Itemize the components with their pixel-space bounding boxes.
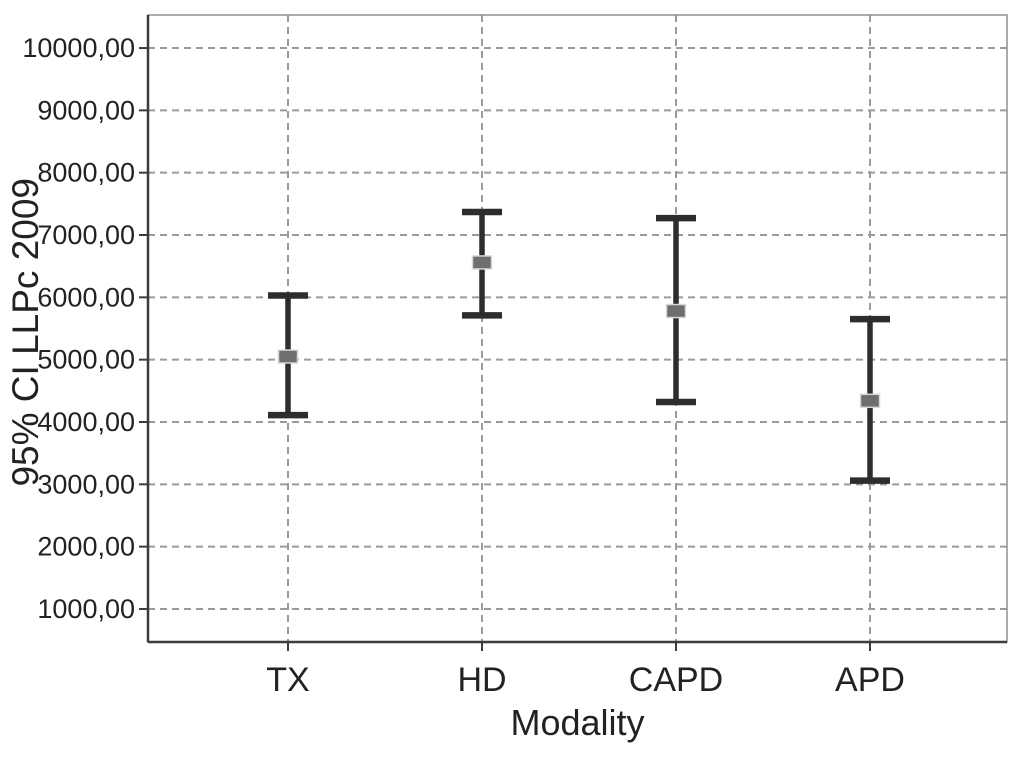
y-tick-label: 6000,00 [37,282,135,312]
y-tick-label: 9000,00 [37,95,135,125]
y-tick-label: 7000,00 [37,220,135,250]
y-tick-label: 5000,00 [37,345,135,375]
x-tick-label-tx: TX [266,661,309,699]
plot-frame [147,14,1008,643]
y-tick-label: 1000,00 [37,594,135,624]
mean-marker-hd [471,255,493,270]
x-tick-label-apd: APD [835,661,905,699]
x-tick-label-hd: HD [457,661,506,699]
mean-marker-tx [277,349,299,364]
mean-marker-capd [665,303,687,319]
y-tick-label: 3000,00 [37,469,135,499]
y-tick-label: 8000,00 [37,158,135,188]
y-tick-label: 4000,00 [37,407,135,437]
x-tick-label-capd: CAPD [629,661,723,699]
y-tick-label: 2000,00 [37,532,135,562]
mean-marker-apd [859,393,881,409]
y-tick-label: 10000,00 [22,33,135,63]
